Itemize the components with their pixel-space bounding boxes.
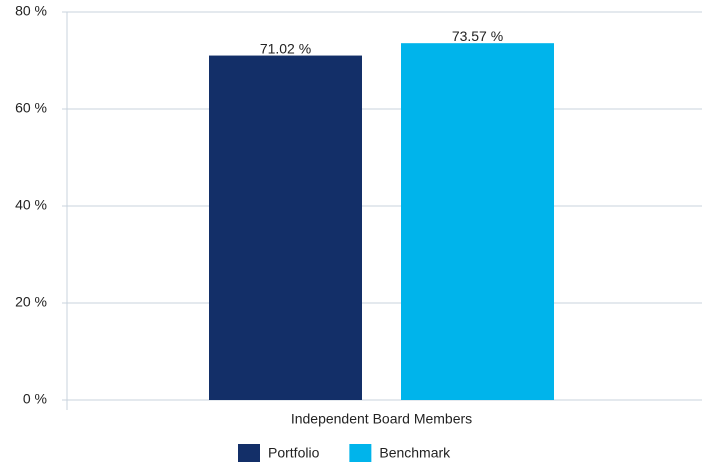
y-tick-label: 80 % (15, 3, 47, 19)
legend-label: Benchmark (379, 445, 451, 461)
value-label: 73.57 % (452, 28, 503, 44)
legend-label: Portfolio (268, 445, 320, 461)
y-tick-label: 0 % (23, 391, 47, 407)
value-label: 71.02 % (260, 40, 311, 56)
bar (401, 43, 554, 401)
y-tick-label: 60 % (15, 100, 47, 116)
y-tick-label: 20 % (15, 294, 47, 310)
legend-swatch (238, 444, 260, 462)
y-tick-label: 40 % (15, 197, 47, 213)
bar (209, 55, 362, 400)
x-tick-label: Independent Board Members (291, 411, 472, 427)
legend-swatch (349, 444, 372, 462)
